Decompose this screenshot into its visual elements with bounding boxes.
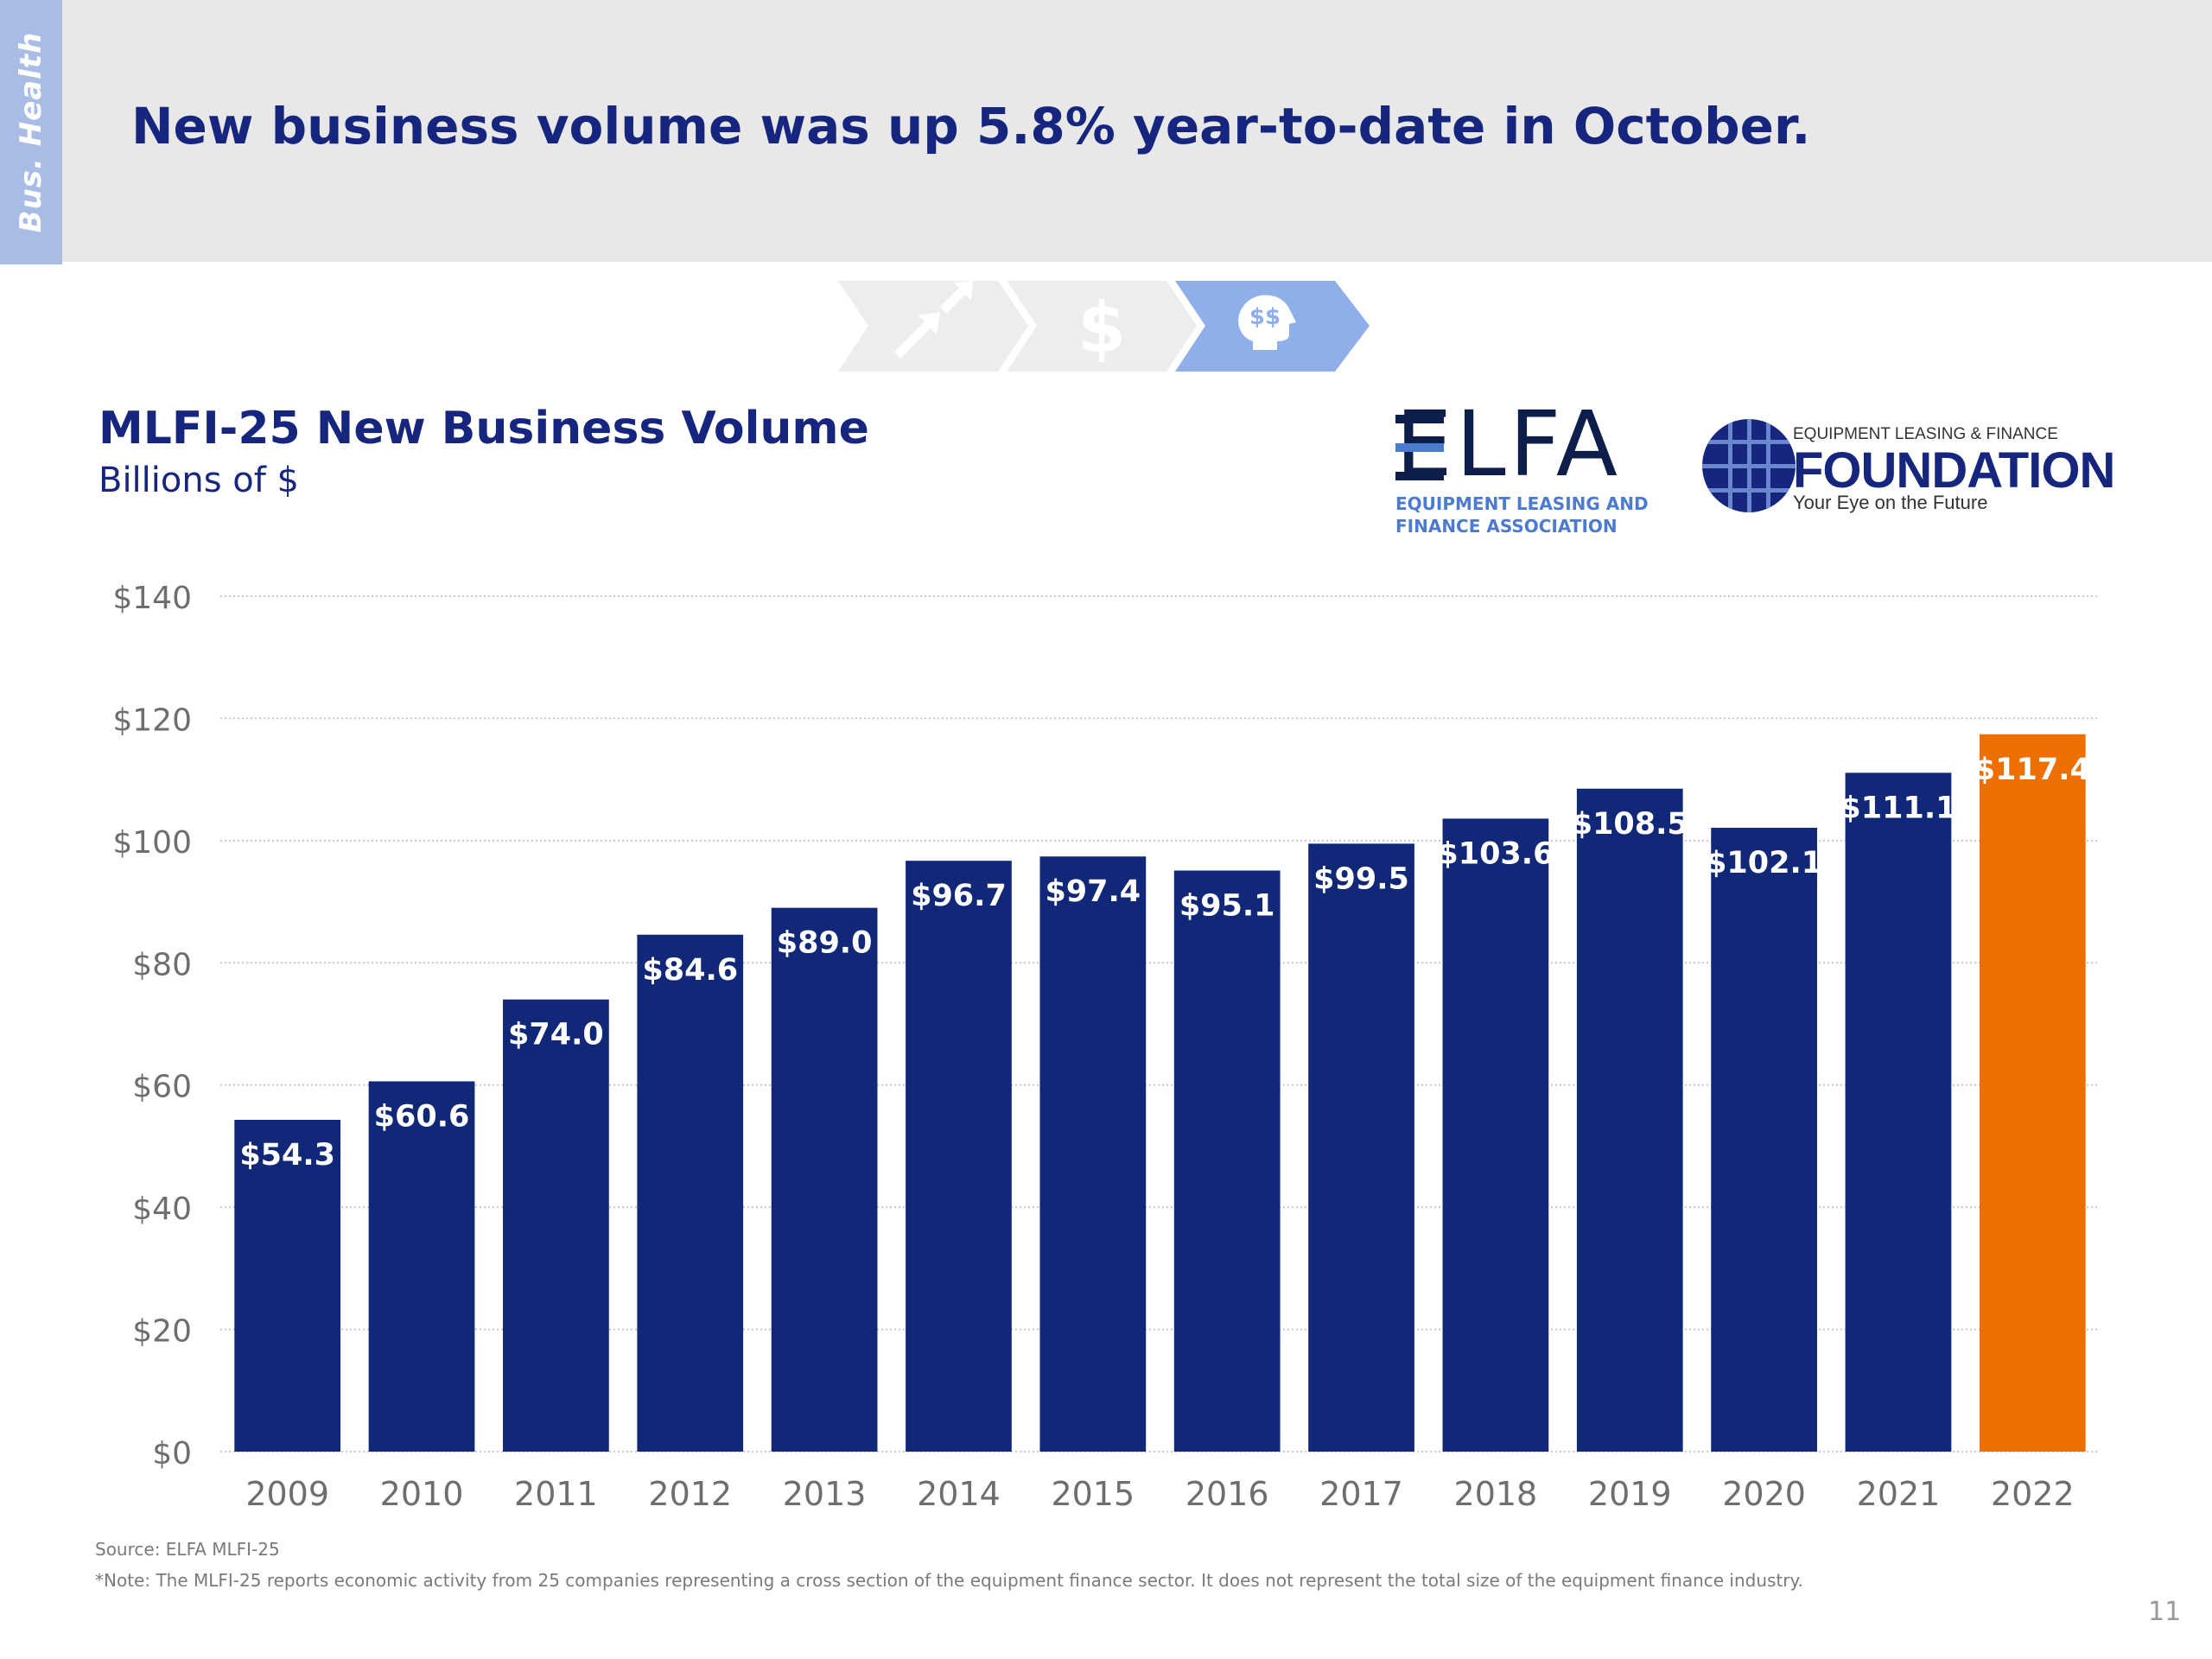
x-tick-label: 2021 — [1857, 1475, 1941, 1513]
foundation-logo: EQUIPMENT LEASING & FINANCE FOUNDATION Y… — [1694, 415, 2115, 527]
svg-text:$$: $$ — [1249, 304, 1281, 330]
elfa-logo: ELFA EQUIPMENT LEASING AND FINANCE ASSOC… — [1395, 399, 1663, 537]
bar-2009 — [234, 1120, 341, 1452]
y-tick-label: $20 — [132, 1314, 192, 1350]
data-label: $60.6 — [374, 1099, 470, 1134]
chart-title: MLFI-25 New Business Volume — [99, 403, 869, 454]
source-note: Source: ELFA MLFI-25 — [95, 1539, 280, 1560]
x-tick-label: 2016 — [1185, 1475, 1269, 1513]
bar-2010 — [368, 1081, 475, 1452]
footnote: *Note: The MLFI-25 reports economic acti… — [95, 1570, 1803, 1591]
bar-2016 — [1173, 870, 1281, 1452]
process-steps: $ $$ — [838, 281, 1370, 372]
foundation-logo-tagline: Your Eye on the Future — [1793, 492, 1988, 513]
head-dollar-icon: $$ — [1238, 295, 1296, 350]
data-label: $74.0 — [508, 1018, 604, 1052]
bar-2019 — [1576, 788, 1683, 1452]
x-tick-label: 2012 — [648, 1475, 732, 1513]
bar-2011 — [503, 999, 609, 1452]
elfa-logo-bars — [1395, 415, 1444, 480]
x-tick-label: 2013 — [783, 1475, 867, 1513]
bar-2017 — [1308, 843, 1414, 1452]
data-label: $84.6 — [642, 953, 738, 988]
slide-headline: New business volume was up 5.8% year-to-… — [131, 97, 1811, 156]
data-label: $102.1 — [1706, 846, 1822, 880]
dollar-icon: $ — [1077, 288, 1126, 368]
step-dollar: $ — [1007, 281, 1197, 372]
y-tick-label: $120 — [112, 702, 192, 738]
elfa-logo-subtitle-line1: EQUIPMENT LEASING AND — [1395, 493, 1649, 514]
data-label: $108.5 — [1572, 807, 1688, 842]
x-tick-label: 2009 — [245, 1475, 329, 1513]
bar-2013 — [771, 907, 878, 1452]
data-label: $95.1 — [1179, 889, 1275, 924]
growth-arrows-icon — [894, 281, 973, 359]
header-bar — [0, 0, 2212, 262]
x-tick-label: 2019 — [1588, 1475, 1672, 1513]
data-label: $97.4 — [1045, 874, 1141, 909]
section-tab: Bus. Health — [0, 0, 62, 264]
data-label: $89.0 — [777, 926, 873, 961]
x-tick-label: 2017 — [1319, 1475, 1403, 1513]
bar-2020 — [1711, 828, 1817, 1452]
chart-subtitle: Billions of $ — [99, 461, 299, 500]
y-tick-label: $60 — [132, 1070, 192, 1105]
x-tick-label: 2020 — [1722, 1475, 1806, 1513]
globe-icon — [1702, 419, 1796, 512]
elfa-logo-subtitle-line2: FINANCE ASSOCIATION — [1395, 516, 1618, 537]
page-number: 11 — [2148, 1597, 2182, 1627]
bar-2018 — [1442, 818, 1549, 1452]
foundation-logo-main: FOUNDATION — [1793, 442, 2115, 499]
elfa-logo-subtitle: EQUIPMENT LEASING AND FINANCE ASSOCIATIO… — [1395, 493, 1649, 537]
data-label: $54.3 — [239, 1138, 335, 1173]
y-tick-label: $140 — [112, 581, 192, 616]
step-head-dollar: $$ — [1175, 281, 1370, 372]
x-tick-label: 2015 — [1051, 1475, 1135, 1513]
bar-2015 — [1039, 856, 1147, 1452]
bar-2022 — [1979, 734, 2086, 1452]
x-tick-label: 2010 — [380, 1475, 464, 1513]
x-tick-label: 2014 — [917, 1475, 1001, 1513]
x-tick-label: 2011 — [514, 1475, 598, 1513]
x-tick-label: 2022 — [1991, 1475, 2075, 1513]
y-tick-label: $0 — [152, 1436, 192, 1471]
step-growth — [838, 281, 1028, 372]
data-label: $111.1 — [1840, 791, 1956, 825]
data-label: $117.4 — [1974, 753, 2091, 787]
x-tick-label: 2018 — [1454, 1475, 1538, 1513]
y-tick-label: $40 — [132, 1192, 192, 1227]
foundation-logo-top: EQUIPMENT LEASING & FINANCE — [1793, 425, 2058, 443]
bar-2021 — [1845, 772, 1952, 1452]
y-tick-label: $100 — [112, 825, 192, 861]
bar-2014 — [906, 861, 1012, 1452]
data-label: $103.6 — [1437, 836, 1554, 871]
bar-2012 — [637, 934, 744, 1452]
data-label: $99.5 — [1313, 861, 1409, 896]
data-label: $96.7 — [911, 879, 1007, 913]
y-tick-label: $80 — [132, 947, 192, 982]
